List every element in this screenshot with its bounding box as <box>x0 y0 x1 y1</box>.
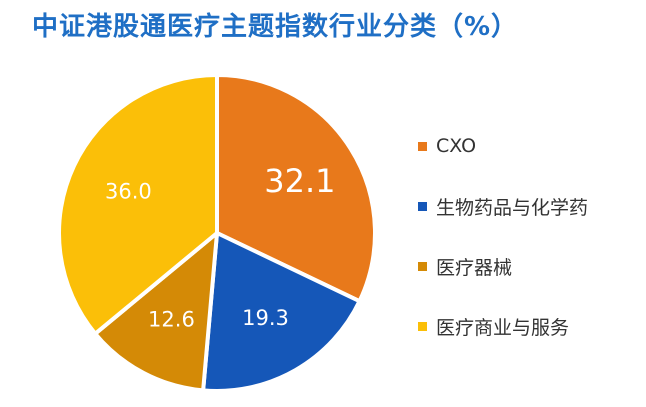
legend-label: 医疗商业与服务 <box>436 316 570 339</box>
pie-slices <box>57 73 377 393</box>
legend-item: CXO <box>418 116 588 176</box>
pie-slice <box>57 73 219 336</box>
legend-label: 医疗器械 <box>436 256 513 279</box>
pie-data-label: 12.6 <box>148 308 195 332</box>
chart-legend: CXO 生物药品与化学药 医疗器械 医疗商业与服务 <box>418 116 588 356</box>
pie-slice <box>201 231 362 393</box>
legend-item: 医疗器械 <box>418 236 588 296</box>
pie-slice <box>93 231 219 393</box>
pie-data-label: 32.1 <box>264 162 335 200</box>
legend-label: 生物药品与化学药 <box>436 196 589 219</box>
legend-swatch <box>418 201 427 211</box>
legend-item: 生物药品与化学药 <box>418 176 588 236</box>
legend-swatch <box>418 141 427 151</box>
legend-swatch <box>418 321 427 331</box>
legend-label: CXO <box>436 135 477 157</box>
legend-item: 医疗商业与服务 <box>418 296 588 356</box>
pie-slice <box>215 73 377 304</box>
pie-data-labels: 32.1 19.3 12.6 36.0 <box>105 162 336 332</box>
pie-data-label: 36.0 <box>105 179 152 203</box>
pie-data-label: 19.3 <box>242 306 289 330</box>
chart-title: 中证港股通医疗主题指数行业分类（%） <box>32 12 519 42</box>
legend-swatch <box>418 261 427 271</box>
